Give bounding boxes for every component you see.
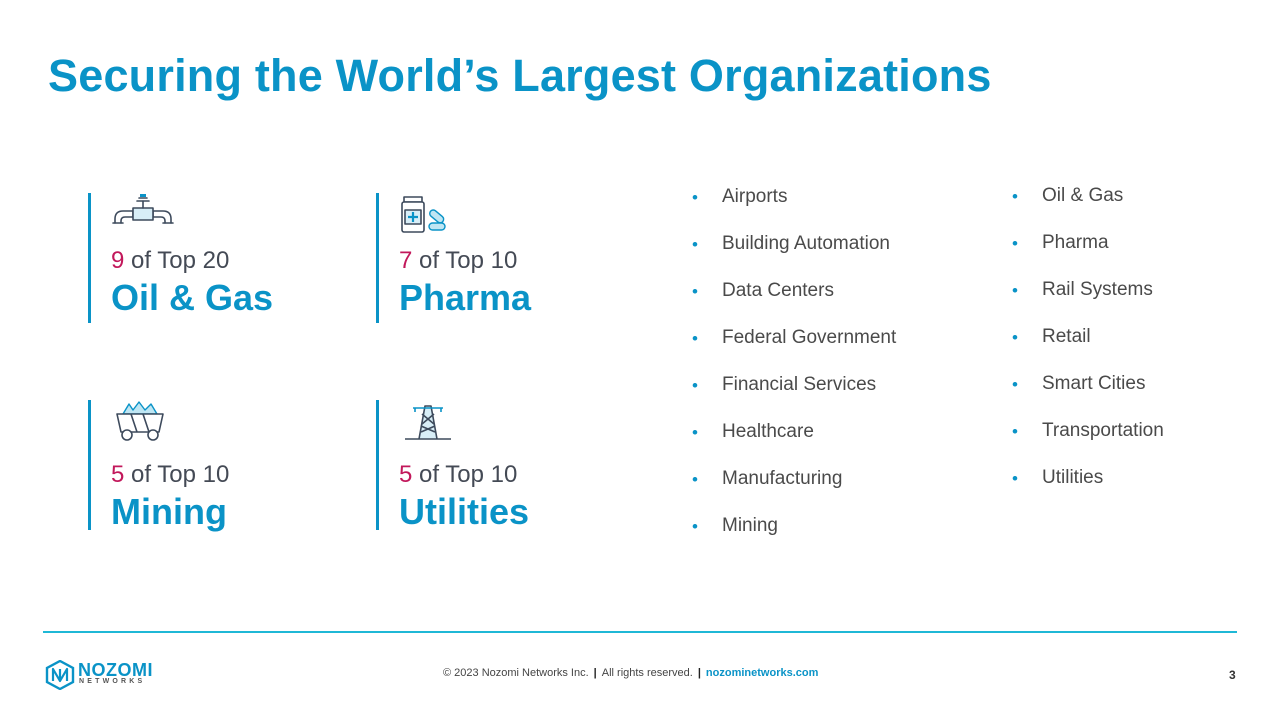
bullet-icon: • xyxy=(1012,422,1018,441)
stat-oil-gas: 9 of Top 20 Oil & Gas xyxy=(88,193,338,323)
list-item: • Building Automation xyxy=(692,233,890,254)
industry-list-left: • Airports • Building Automation • Data Cen… xyxy=(692,186,897,562)
bullet-icon: • xyxy=(692,188,698,207)
stat-sector: Utilities xyxy=(399,491,530,532)
bullet-icon: • xyxy=(692,329,698,348)
slide-title: Securing the World’s Largest Organizatio… xyxy=(48,50,992,101)
stat-rank: 5 of Top 10 xyxy=(399,461,517,489)
list-item: • Healthcare xyxy=(692,421,814,442)
rights-text: All rights reserved. xyxy=(601,667,693,679)
stat-number: 5 xyxy=(111,461,125,488)
bullet-icon: • xyxy=(692,376,698,395)
footer-separator: | xyxy=(593,667,597,679)
bullet-icon: • xyxy=(1012,187,1018,206)
list-item: • Retail xyxy=(1012,326,1091,347)
bullet-icon: • xyxy=(692,235,698,254)
copyright-text: © 2023 Nozomi Networks Inc. xyxy=(443,667,589,679)
stat-number: 9 xyxy=(111,247,125,274)
power-tower-icon xyxy=(405,405,451,440)
logo-subtitle: NETWORKS xyxy=(79,678,146,685)
stat-rank: 7 of Top 10 xyxy=(399,247,517,275)
list-item: • Utilities xyxy=(1012,467,1104,488)
footer-legal: © 2023 Nozomi Networks Inc. | All rights r… xyxy=(443,667,818,679)
stat-rank-text: of Top 10 xyxy=(412,247,518,274)
bullet-icon: • xyxy=(1012,328,1018,347)
bullet-icon: • xyxy=(1012,375,1018,394)
bullet-icon: • xyxy=(692,282,698,301)
stat-rank: 9 of Top 20 xyxy=(111,247,229,275)
stat-sector: Oil & Gas xyxy=(111,277,274,318)
list-item: • Oil & Gas xyxy=(1012,185,1124,206)
logo-wordmark: NOZOMI xyxy=(78,660,153,680)
footer-separator: | xyxy=(697,667,701,679)
list-item: • Airports xyxy=(692,186,788,207)
bullet-icon: • xyxy=(1012,469,1018,488)
list-item: • Transportation xyxy=(1012,420,1164,441)
stat-number: 7 xyxy=(399,247,413,274)
stat-number: 5 xyxy=(399,461,413,488)
list-item: • Smart Cities xyxy=(1012,373,1146,394)
stat-mining: 5 of Top 10 Mining xyxy=(88,400,338,532)
mining-cart-icon xyxy=(116,401,164,441)
list-item: • Pharma xyxy=(1012,232,1109,253)
list-item: • Mining xyxy=(692,515,778,536)
bullet-icon: • xyxy=(692,470,698,489)
stat-sector: Mining xyxy=(111,491,227,532)
bullet-icon: • xyxy=(692,517,698,536)
stat-rank-text: of Top 20 xyxy=(124,247,230,274)
stat-sector: Pharma xyxy=(399,277,532,318)
list-item: • Manufacturing xyxy=(692,468,843,489)
nozomi-logo-icon xyxy=(45,660,75,690)
bullet-icon: • xyxy=(1012,281,1018,300)
bullet-icon: • xyxy=(692,423,698,442)
stat-utilities: 5 of Top 10 Utilities xyxy=(376,400,626,532)
page-number: 3 xyxy=(1229,668,1236,682)
company-logo: NOZOMI NETWORKS xyxy=(44,660,156,690)
list-item: • Rail Systems xyxy=(1012,279,1153,300)
pipeline-icon xyxy=(112,194,174,224)
stat-rank: 5 of Top 10 xyxy=(111,461,229,489)
stat-rank-text: of Top 10 xyxy=(124,461,230,488)
stat-pharma: 7 of Top 10 Pharma xyxy=(376,193,626,323)
stat-rank-text: of Top 10 xyxy=(412,461,518,488)
list-item: • Data Centers xyxy=(692,280,834,301)
footer-divider xyxy=(43,631,1237,633)
list-item: • Federal Government xyxy=(692,327,897,348)
list-item: • Financial Services xyxy=(692,374,877,395)
website-link[interactable]: nozominetworks.com xyxy=(705,667,819,679)
industry-list-right: • Oil & Gas • Pharma • Rail Systems • Retail… xyxy=(1012,185,1164,514)
bullet-icon: • xyxy=(1012,234,1018,253)
medicine-icon xyxy=(401,196,446,233)
